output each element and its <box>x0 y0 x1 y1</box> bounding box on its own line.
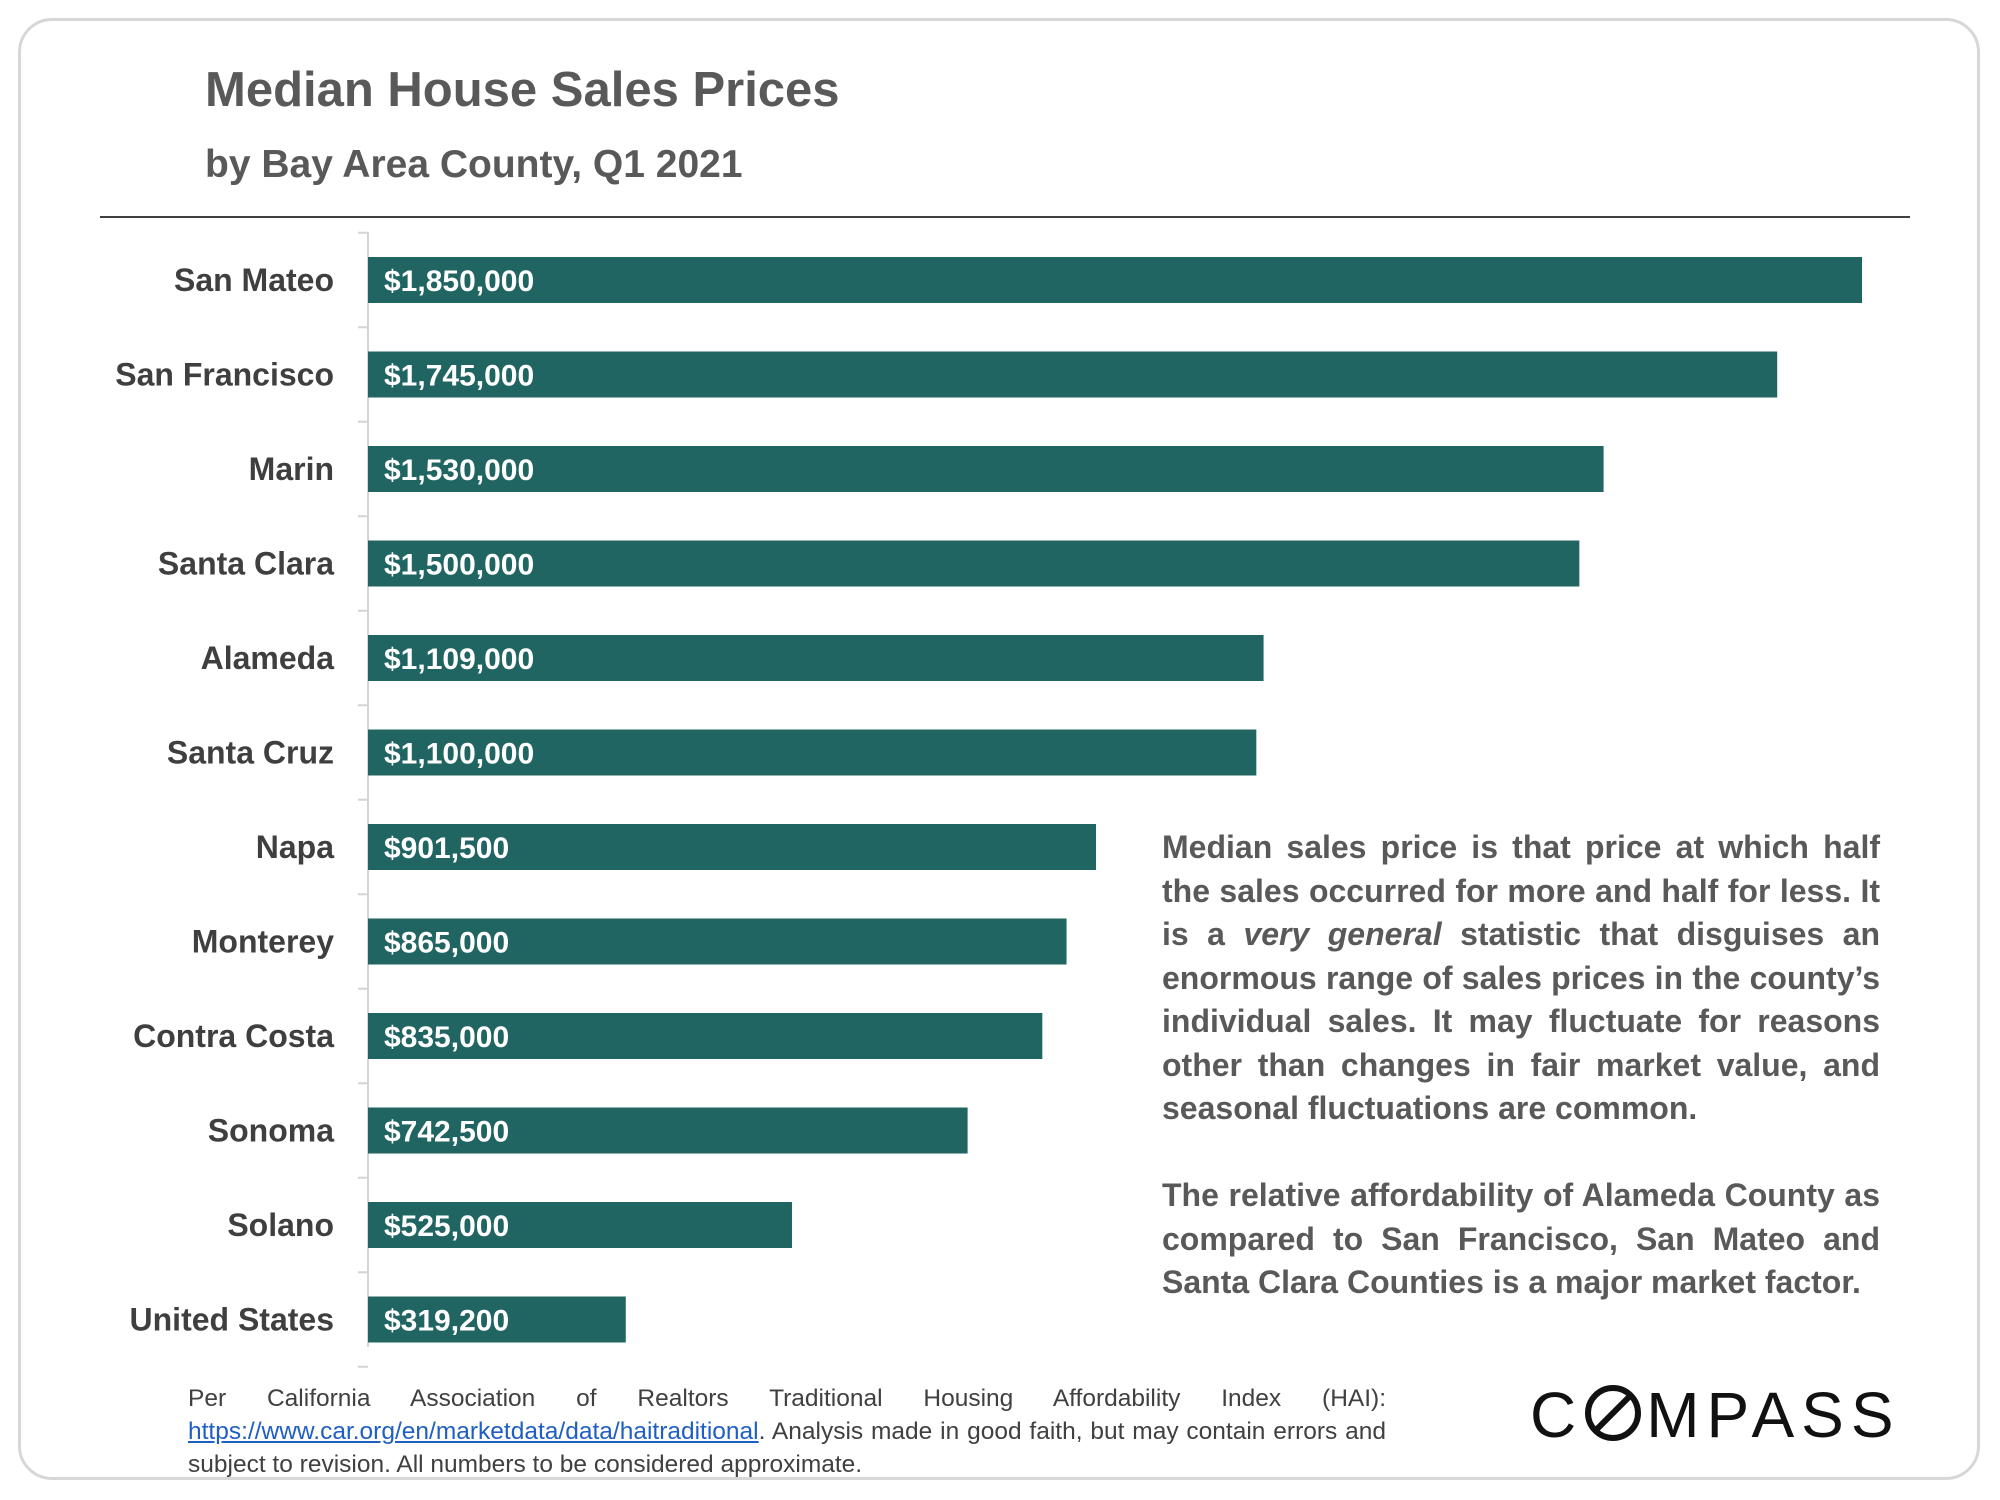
category-label: Napa <box>256 829 334 865</box>
category-label: Marin <box>249 451 334 487</box>
note-text: Median sales price is that price at whic… <box>1162 829 1880 952</box>
bar-value-label: $1,850,000 <box>384 265 534 298</box>
chart-title: Median House Sales Prices <box>205 63 840 117</box>
bar <box>368 1202 792 1248</box>
bar <box>368 1107 968 1154</box>
category-label: Santa Cruz <box>167 735 334 771</box>
compass-o-icon <box>1585 1385 1642 1441</box>
category-label: Alameda <box>201 640 335 676</box>
category-label: Sonoma <box>208 1113 334 1149</box>
bar-value-label: $525,000 <box>384 1210 509 1243</box>
category-label: San Francisco <box>115 357 334 393</box>
bar <box>368 824 1097 870</box>
bar-value-label: $1,745,000 <box>384 360 534 393</box>
bar-value-label: $901,500 <box>384 832 509 865</box>
note-text: statistic that disguises an enormous ran… <box>1162 916 1881 1126</box>
bar <box>368 729 1257 776</box>
bar <box>368 918 1067 965</box>
bar <box>368 1013 1043 1059</box>
category-label: Monterey <box>192 924 334 960</box>
category-label: United States <box>130 1302 334 1338</box>
bar <box>368 446 1604 492</box>
source-footnote: Per California Association of Realtors T… <box>188 1382 1386 1481</box>
category-label: San Mateo <box>174 262 334 298</box>
source-link[interactable]: https://www.car.org/en/marketdata/data/h… <box>188 1418 759 1445</box>
bar <box>368 257 1862 303</box>
logo-text: C <box>1530 1379 1584 1451</box>
bar-value-label: $865,000 <box>384 927 509 960</box>
title-divider <box>100 216 1910 218</box>
bar <box>368 635 1264 681</box>
chart-subtitle: by Bay Area County, Q1 2021 <box>205 143 743 186</box>
bar-value-label: $319,200 <box>384 1305 509 1338</box>
bar-value-label: $835,000 <box>384 1021 509 1054</box>
bar <box>368 351 1778 398</box>
bar <box>368 540 1580 587</box>
category-label: Contra Costa <box>133 1018 334 1054</box>
bar-value-label: $1,100,000 <box>384 738 534 771</box>
bar <box>368 1296 626 1343</box>
category-label: Santa Clara <box>158 546 334 582</box>
footnote-text: Per California Association of Realtors T… <box>188 1385 1386 1412</box>
note-paragraph-2: The relative affordability of Alameda Co… <box>1162 1177 1880 1300</box>
footnote-text: . Analysis made in good faith, but may c… <box>188 1418 1386 1478</box>
category-label: Solano <box>227 1207 334 1243</box>
logo-text: MPASS <box>1646 1379 1901 1451</box>
bar-value-label: $742,500 <box>384 1116 509 1149</box>
bar-value-label: $1,109,000 <box>384 643 534 676</box>
bar-value-label: $1,500,000 <box>384 549 534 582</box>
compass-logo: C MPASS <box>1530 1378 1901 1452</box>
note-emphasis: very general <box>1243 916 1442 952</box>
note-paragraph-1: Median sales price is that price at whic… <box>1162 826 1880 1131</box>
bar-value-label: $1,530,000 <box>384 454 534 487</box>
